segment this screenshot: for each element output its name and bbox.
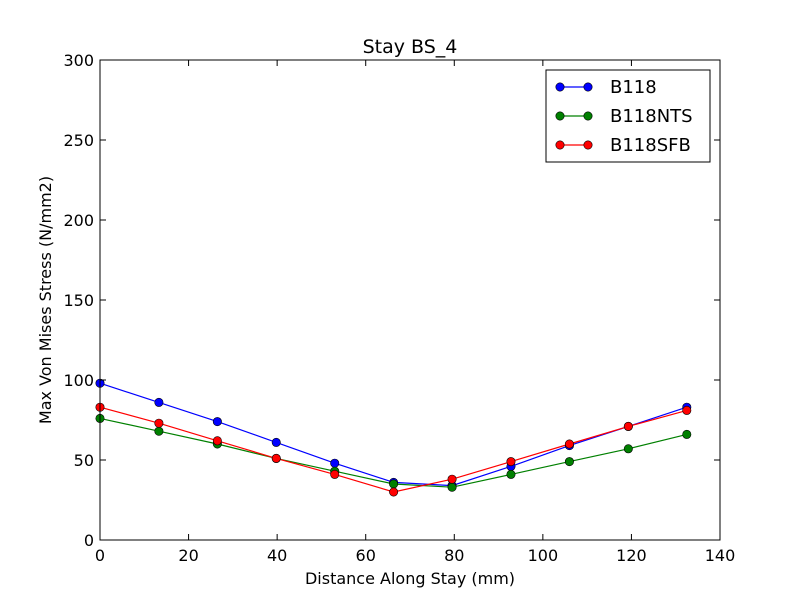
data-point (389, 479, 399, 489)
data-point (564, 457, 574, 467)
data-point (271, 437, 281, 447)
data-point (389, 487, 399, 497)
x-tick-label: 100 (528, 546, 559, 565)
data-point (330, 458, 340, 468)
plot-area: 0 20 40 60 80 100 120 140 0 50 100 150 200 250 300 B118… (63, 51, 735, 565)
x-tick-label: 40 (267, 546, 287, 565)
legend-label: B118SFB (610, 135, 691, 156)
data-point (271, 453, 281, 463)
data-point (623, 421, 633, 431)
data-point (447, 482, 457, 492)
data-point (154, 418, 164, 428)
y-tick-label: 300 (63, 51, 94, 70)
legend-label: B118NTS (610, 106, 693, 127)
legend-marker (555, 82, 565, 92)
y-tick-label: 150 (63, 291, 94, 310)
x-axis-title: Distance Along Stay (mm) (305, 569, 515, 588)
x-tick-label: 20 (178, 546, 198, 565)
data-point (447, 474, 457, 484)
legend-marker (583, 111, 593, 121)
y-tick-label: 100 (63, 371, 94, 390)
y-tick-label: 50 (74, 451, 94, 470)
y-tick-label: 0 (84, 531, 94, 550)
data-point (506, 469, 516, 479)
legend-marker (583, 140, 593, 150)
x-tick-label: 140 (705, 546, 736, 565)
data-point (682, 429, 692, 439)
data-point (506, 457, 516, 467)
data-point (212, 436, 222, 446)
legend-marker (555, 111, 565, 121)
y-tick-label: 250 (63, 131, 94, 150)
x-tick-label: 120 (616, 546, 647, 565)
legend-marker (555, 140, 565, 150)
data-point (682, 405, 692, 415)
y-axis-title: Max Von Mises Stress (N/mm2) (36, 176, 55, 424)
y-tick-label: 200 (63, 211, 94, 230)
legend-marker (583, 82, 593, 92)
data-point (154, 426, 164, 436)
chart-title: Stay BS_4 (363, 36, 458, 58)
data-point (212, 417, 222, 427)
x-tick-label: 60 (356, 546, 376, 565)
data-point (564, 439, 574, 449)
x-tick-label: 0 (95, 546, 105, 565)
legend-label: B118 (610, 77, 657, 98)
data-point (330, 469, 340, 479)
x-tick-label: 80 (444, 546, 464, 565)
data-point (623, 444, 633, 454)
data-point (154, 397, 164, 407)
